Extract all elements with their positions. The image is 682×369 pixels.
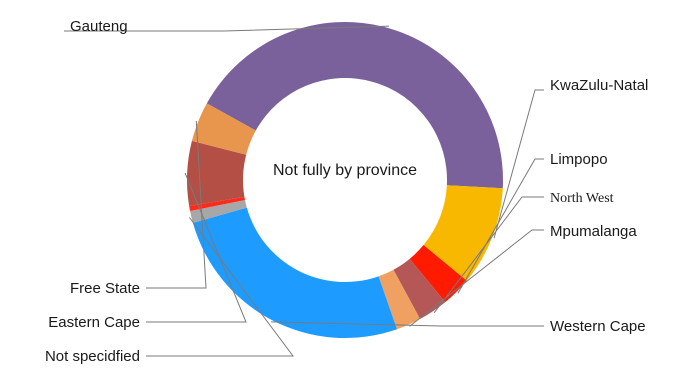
slice-eastern-cape (186, 140, 247, 207)
leader-north-west (433, 196, 544, 314)
slice-kwazulu-natal (423, 185, 503, 281)
label-kwazulu-natal: KwaZulu-Natal (550, 77, 648, 94)
label-gauteng: Gauteng (70, 18, 128, 35)
label-limpopo: Limpopo (550, 151, 608, 168)
slice-north-west (393, 258, 446, 320)
leader-eastern-cape (146, 173, 247, 323)
slice-western-cape (192, 207, 397, 338)
donut-slices (186, 21, 504, 338)
label-mpumalanga: Mpumalanga (550, 223, 637, 240)
slice-slice-7 (189, 196, 245, 212)
label-western-cape: Western Cape (550, 318, 646, 335)
slice-labels: Gauteng KwaZulu-Natal Limpopo North West Mpu… (45, 18, 648, 365)
label-eastern-cape: Eastern Cape (48, 314, 140, 331)
slice-not-specidfied (190, 200, 247, 223)
leader-not-specidfied (146, 217, 294, 357)
leader-gauteng (64, 25, 390, 32)
leader-kwazulu-natal (493, 89, 544, 239)
center-label: Not fully by province (273, 162, 417, 179)
slice-gauteng (206, 21, 504, 189)
label-not-specidfied: Not specidfied (45, 348, 140, 365)
slice-free-state (191, 103, 256, 155)
label-free-state: Free State (70, 280, 140, 297)
slice-limpopo (409, 245, 467, 303)
leader-limpopo (457, 158, 544, 294)
leader-western-cape (271, 321, 544, 327)
slice-mpumalanga (378, 269, 421, 330)
leader-mpumalanga (409, 229, 544, 327)
leader-free-state (146, 120, 207, 289)
label-north-west: North West (550, 191, 614, 206)
leader-lines (64, 25, 544, 357)
